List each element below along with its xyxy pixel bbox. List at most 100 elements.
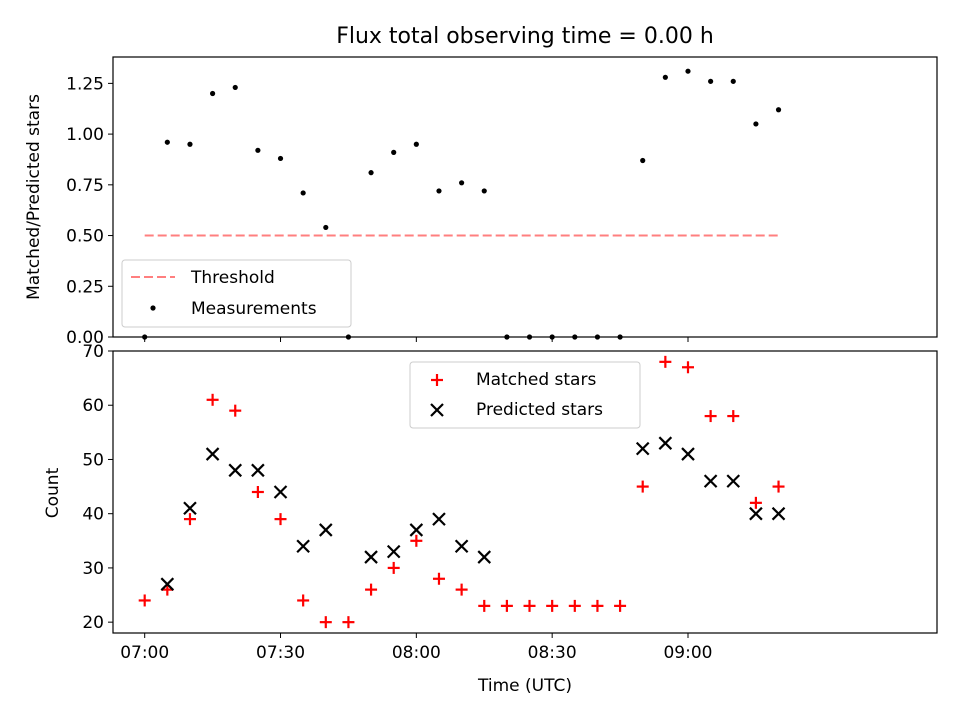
ratio-legend-box [121, 259, 352, 328]
measurement-point [481, 188, 487, 194]
y-tick-label: 0.50 [66, 227, 104, 247]
measurement-point [368, 170, 374, 176]
y-tick-label: 0.25 [66, 277, 104, 297]
matched-point [183, 513, 196, 526]
x-tick-label: 09:00 [663, 643, 712, 663]
y-tick-label: 30 [82, 559, 104, 579]
matched-point [704, 410, 717, 423]
measurement-point [300, 190, 306, 196]
matched-point [636, 480, 649, 493]
count-axes-frame [112, 350, 938, 634]
matched-point [319, 616, 332, 629]
predicted-point [273, 485, 288, 499]
ratio-y-ticks: 0.00 0.25 0.50 0.75 1.00 1.25 [66, 74, 113, 348]
predicted-legend-swatch [430, 403, 444, 417]
y-tick-label: 70 [82, 342, 104, 362]
y-tick-label: 50 [82, 450, 104, 470]
matched-point [749, 496, 762, 509]
measurements-legend-swatch [150, 305, 156, 311]
matched-point [523, 599, 536, 612]
count-y-axis-label: Count [43, 467, 63, 518]
ratio-y-axis-label: Matched/Predicted stars [24, 94, 44, 300]
matched-point [206, 393, 219, 406]
predicted-point [658, 436, 673, 450]
threshold-legend-label: Threshold [190, 268, 275, 288]
count-panel: 20 30 40 50 60 70 07:00 07:30 08:00 08:30 09:00 C… [43, 342, 938, 696]
matched-point [274, 513, 287, 526]
predicted-point [319, 523, 333, 537]
matched-point [432, 572, 445, 585]
measurement-point [662, 74, 668, 80]
predicted-point [726, 474, 741, 488]
measurement-point [164, 139, 170, 145]
y-tick-label: 40 [82, 505, 104, 525]
predicted-point [477, 550, 492, 564]
ratio-plot-area [142, 68, 782, 340]
matched-point [410, 534, 423, 547]
y-tick-label: 0.00 [66, 328, 104, 348]
matched-point [614, 599, 627, 612]
count-legend-box [409, 361, 641, 429]
matched-point [365, 583, 378, 596]
x-tick-label: 07:00 [120, 643, 169, 663]
count-x-ticks: 07:00 07:30 08:00 08:30 09:00 [120, 633, 712, 663]
matched-point [546, 599, 559, 612]
matched-point [387, 561, 400, 574]
predicted-point [160, 577, 175, 591]
predicted-point [228, 463, 243, 478]
matched-point [297, 594, 310, 607]
measurement-point [753, 121, 759, 127]
predicted-point [296, 539, 310, 554]
count-legend: Matched stars Predicted stars [409, 361, 641, 429]
measurement-point [210, 90, 216, 97]
predicted-point [703, 474, 718, 488]
measurement-point [685, 68, 691, 74]
predicted-point [635, 441, 650, 456]
matched-point [342, 616, 355, 629]
measurement-point [730, 78, 736, 84]
matched-point [681, 361, 694, 374]
matched-point [455, 583, 468, 596]
predicted-point [409, 523, 424, 537]
predicted-point [454, 539, 469, 554]
y-tick-label: 0.75 [66, 176, 104, 196]
predicted-point [681, 447, 695, 461]
measurement-point [391, 149, 397, 155]
x-tick-label: 08:30 [528, 643, 577, 663]
predicted-point [183, 501, 197, 516]
matched-point [659, 355, 672, 368]
y-tick-label: 1.25 [66, 74, 104, 94]
predicted-point [771, 506, 786, 521]
predicted-point [386, 544, 401, 559]
ratio-x-ticks [144, 337, 689, 342]
matched-legend-label: Matched stars [476, 370, 596, 390]
measurement-point [255, 147, 261, 153]
matched-point [500, 599, 513, 612]
matched-point [727, 410, 740, 423]
matched-point [591, 599, 604, 612]
y-tick-label: 20 [82, 613, 104, 633]
matched-point [229, 404, 242, 417]
predicted-legend-label: Predicted stars [476, 400, 603, 420]
y-tick-label: 60 [82, 396, 104, 416]
matched-point [478, 599, 491, 612]
measurements-legend-label: Measurements [191, 299, 317, 319]
predicted-point [432, 512, 446, 526]
y-tick-label: 1.00 [66, 125, 104, 145]
measurement-point [277, 155, 284, 162]
predicted-point [364, 550, 378, 564]
matched-point [568, 599, 581, 612]
matched-point [772, 480, 785, 493]
count-x-axis-label: Time (UTC) [477, 676, 572, 696]
measurement-point [413, 141, 419, 147]
measurement-point [436, 188, 442, 194]
matched-point [138, 594, 151, 607]
measurement-point [640, 157, 646, 164]
measurement-point [459, 180, 465, 186]
measurement-point [708, 78, 714, 84]
predicted-point [205, 447, 220, 461]
count-y-ticks: 20 30 40 50 60 70 [82, 342, 113, 633]
predicted-point [749, 506, 763, 521]
